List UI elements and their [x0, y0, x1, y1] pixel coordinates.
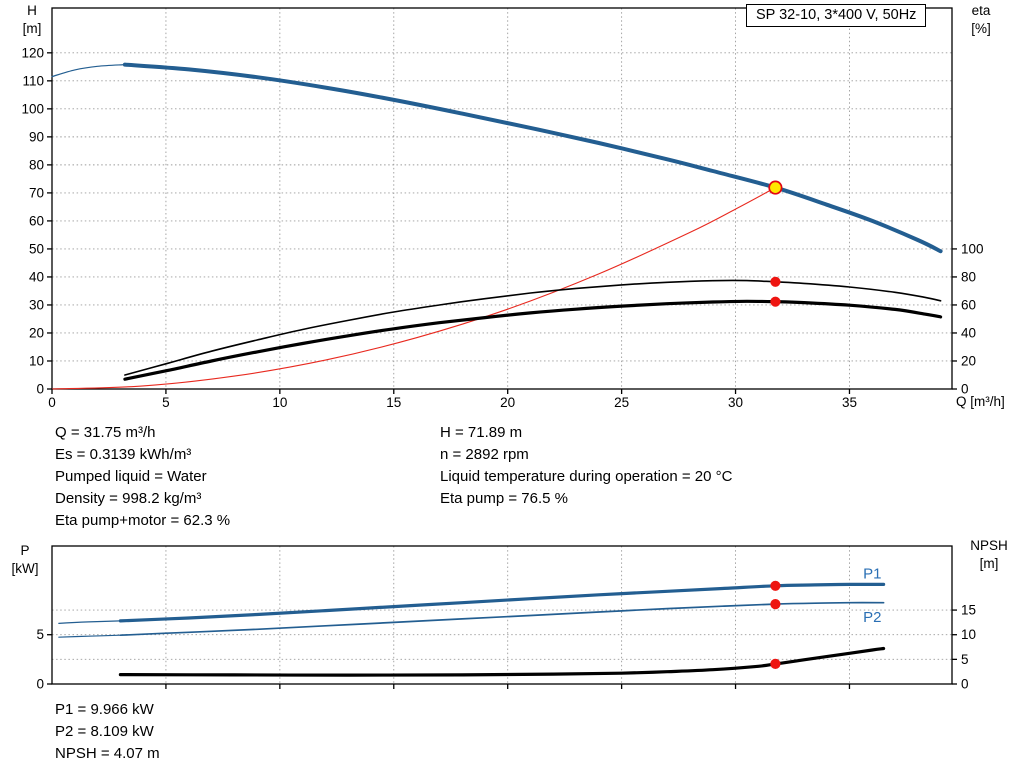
info-p2: P2 = 8.109 kW: [55, 723, 154, 740]
right-axis-tick-label: 0: [961, 382, 969, 397]
duty-point-marker[interactable]: [768, 180, 783, 195]
p2-point-marker: [770, 599, 781, 610]
x-axis-tick-label: 15: [386, 395, 401, 410]
eta-axis-label: eta [%]: [960, 2, 1002, 38]
p-axis-label-unit: [kW]: [11, 561, 39, 576]
x-axis-tick-label: 0: [48, 395, 56, 410]
qh-curve: [122, 62, 943, 254]
info-eta-pump-motor: Eta pump+motor = 62.3 %: [55, 512, 231, 529]
p2-curve: [119, 601, 885, 637]
x-axis-tick-label: 35: [842, 395, 857, 410]
left-axis-tick-label: 90: [29, 129, 44, 144]
right-axis-tick-label: 0: [961, 677, 969, 692]
x-axis-tick-label: 5: [162, 395, 170, 410]
left-axis-tick-label: 5: [36, 627, 44, 642]
right-axis-tick-label: 15: [961, 603, 976, 618]
right-axis-tick-label: 100: [961, 241, 984, 256]
q-axis-label: Q [m³/h]: [956, 394, 1005, 409]
right-axis-tick-label: 10: [961, 627, 976, 642]
p2-curve-lowflow: [58, 634, 121, 638]
npsh-axis-label-unit: [m]: [979, 556, 999, 571]
left-axis-tick-label: 40: [29, 269, 44, 284]
qh-curve-lowflow: [51, 63, 126, 78]
x-axis-tick-label: 10: [272, 395, 287, 410]
operating-point-info-right: H = 71.89 m n = 2892 rpm Liquid temperat…: [440, 422, 732, 510]
operating-point-info-left: Q = 31.75 m³/h Es = 0.3139 kWh/m³ Pumped…: [55, 422, 230, 532]
h-axis-label-unit: [m]: [22, 21, 42, 36]
pump-title-box: SP 32-10, 3*400 V, 50Hz: [746, 4, 927, 27]
info-q: Q = 31.75 m³/h: [55, 424, 156, 441]
info-p1: P1 = 9.966 kW: [55, 701, 154, 718]
info-density: Density = 998.2 kg/m³: [55, 490, 202, 507]
eta-axis-label-symbol: eta: [971, 3, 991, 18]
right-axis-tick-label: 40: [961, 325, 976, 340]
eta-axis-label-unit: [%]: [971, 21, 991, 36]
system-curve: [51, 187, 776, 390]
npsh-point-marker: [770, 658, 781, 669]
info-liquid-temp: Liquid temperature during operation = 20…: [440, 468, 733, 485]
info-npsh: NPSH = 4.07 m: [55, 745, 160, 762]
left-axis-tick-label: 120: [21, 45, 44, 60]
left-axis-tick-label: 10: [29, 353, 44, 368]
left-axis-tick-label: 110: [22, 73, 44, 88]
series-label-p1: P1: [863, 566, 881, 583]
right-axis-tick-label: 5: [961, 652, 969, 667]
right-axis-tick-label: 20: [961, 353, 976, 368]
eta-pump-motor-curve: [123, 299, 943, 381]
eta-pump-motor-point-marker: [770, 296, 781, 307]
series-label-p2: P2: [863, 609, 881, 626]
qh-eta-chart: 0102030405060708090100110120020406080100…: [21, 7, 984, 410]
eta-pump-curve: [124, 279, 942, 376]
h-axis-label-symbol: H: [27, 3, 37, 18]
p-axis-label-symbol: P: [20, 543, 30, 558]
power-npsh-chart: 0 5 0 5 10 15 P1 P2: [36, 545, 976, 692]
info-h: H = 71.89 m: [440, 424, 523, 441]
right-axis-tick-label: 60: [961, 297, 976, 312]
x-axis-tick-label: 20: [500, 395, 515, 410]
x-axis-tick-label: 25: [614, 395, 629, 410]
h-axis-label: H [m]: [12, 2, 52, 38]
info-pumped-liquid: Pumped liquid = Water: [55, 468, 207, 485]
npsh-axis-label: NPSH [m]: [960, 537, 1018, 573]
left-axis-tick-label: 30: [29, 297, 44, 312]
p-axis-label: P [kW]: [2, 542, 48, 578]
eta-pump-point-marker: [770, 276, 781, 287]
p1-point-marker: [770, 580, 781, 591]
p1-curve: [118, 582, 886, 623]
npsh-axis-label-symbol: NPSH: [970, 538, 1008, 553]
power-npsh-info: P1 = 9.966 kW P2 = 8.109 kW NPSH = 4.07 …: [55, 699, 160, 765]
left-axis-tick-label: 80: [29, 157, 44, 172]
left-axis-tick-label: 60: [29, 213, 44, 228]
left-axis-tick-label: 20: [29, 325, 44, 340]
left-axis-tick-label: 100: [21, 101, 44, 116]
left-axis-tick-label: 70: [29, 185, 44, 200]
info-n: n = 2892 rpm: [440, 446, 529, 463]
left-axis-tick-label: 50: [29, 241, 44, 256]
x-axis-tick-label: 30: [728, 395, 743, 410]
info-es: Es = 0.3139 kWh/m³: [55, 446, 192, 463]
info-eta-pump: Eta pump = 76.5 %: [440, 490, 568, 507]
left-axis-tick-label: 0: [36, 677, 44, 692]
p1-curve-lowflow: [58, 620, 121, 624]
left-axis-tick-label: 0: [36, 382, 44, 397]
right-axis-tick-label: 80: [961, 269, 976, 284]
npsh-curve: [118, 646, 886, 677]
